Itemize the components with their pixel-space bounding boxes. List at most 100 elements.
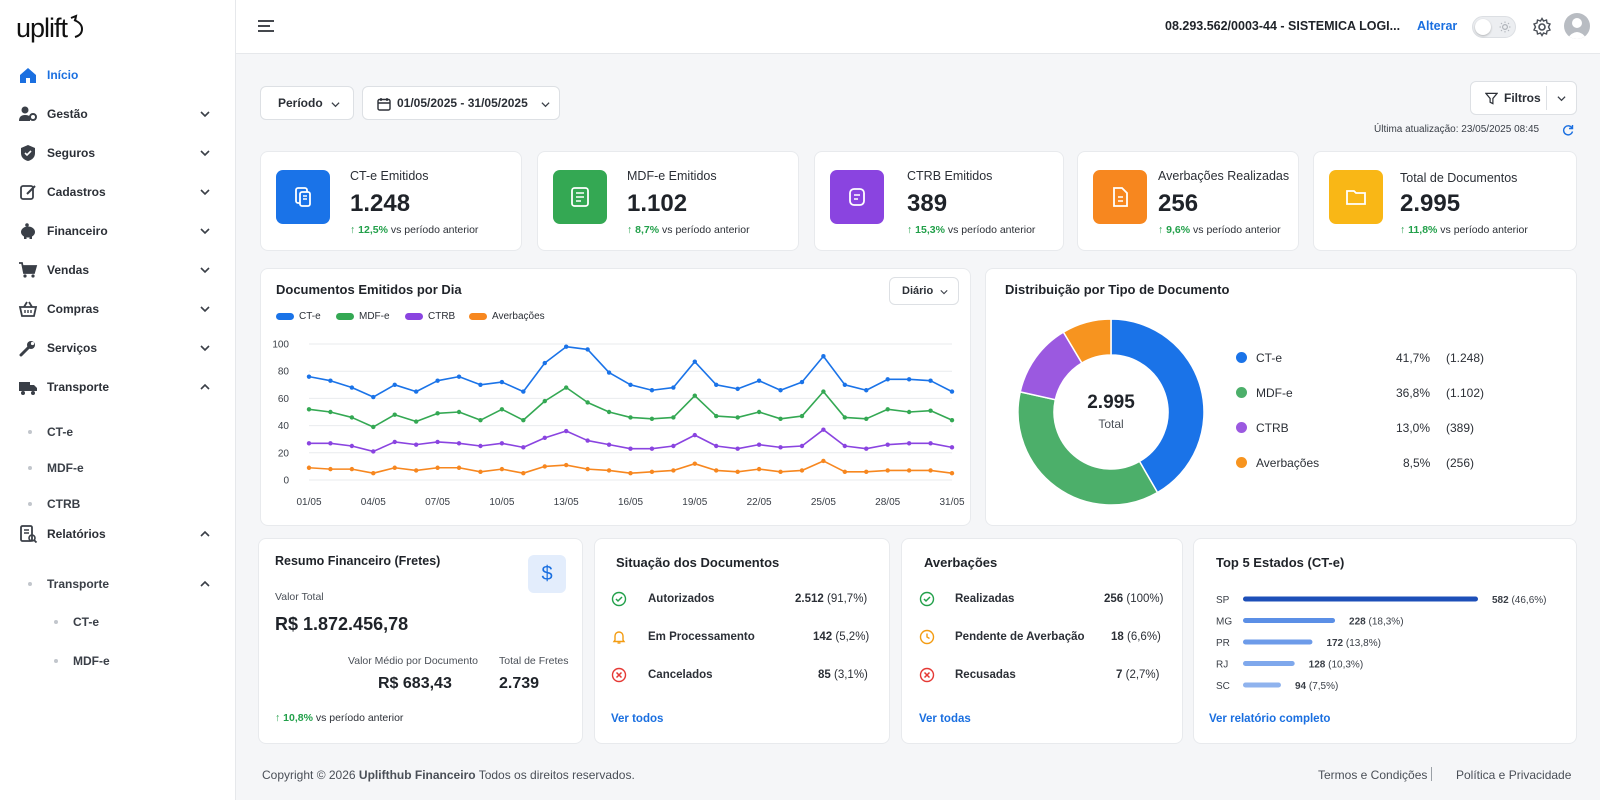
donut-total: 2.995 [1087, 392, 1135, 413]
granularity-select[interactable]: Diário [889, 277, 959, 305]
sidebar-item-vendas[interactable]: Vendas [0, 255, 236, 285]
change-company-link[interactable]: Alterar [1417, 19, 1458, 33]
data-point [692, 393, 697, 398]
data-point [735, 386, 740, 392]
kpi-delta-text: vs período anterior [662, 224, 750, 236]
sidebar-item-inicio[interactable]: Início [0, 60, 236, 90]
kpi-delta-value: 8,7% [635, 224, 660, 236]
distribution-count: (1.248) [1446, 351, 1485, 365]
chevron-down-icon [200, 267, 210, 274]
date-range-picker[interactable]: 01/05/2025 - 31/05/2025 [362, 86, 560, 120]
data-point [499, 379, 505, 385]
data-point [328, 378, 333, 383]
uplift-logo[interactable]: uplift [16, 10, 88, 46]
distribution-pct: 36,8% [1396, 386, 1431, 400]
full-report-link[interactable]: Ver relatório completo [1209, 713, 1331, 725]
top-states-card: Top 5 Estados (CT-e) SP 582 (46,6%) MG 228 … [1193, 538, 1577, 744]
data-point [778, 469, 783, 475]
legend-item-mdfe: MDF-e [336, 311, 390, 322]
data-point [392, 439, 397, 445]
sidebar-item-label: Cadastros [47, 185, 106, 199]
data-point [585, 347, 590, 352]
x-tick-label: 04/05 [361, 497, 386, 508]
data-point [756, 466, 762, 472]
menu-toggle-icon[interactable] [257, 18, 275, 34]
filters-label: Filtros [1504, 91, 1541, 105]
terms-link[interactable]: Termos e Condições [1318, 768, 1428, 782]
sidebar-item-transporte[interactable]: Transporte [0, 372, 236, 402]
data-point [628, 471, 633, 476]
data-point [456, 465, 462, 470]
data-point [778, 416, 783, 421]
data-point [435, 378, 440, 383]
data-point [542, 360, 547, 366]
y-tick-label: 0 [283, 476, 289, 487]
data-point [542, 398, 547, 404]
data-point [456, 441, 462, 446]
gear-icon[interactable] [1532, 17, 1552, 37]
data-point [692, 359, 697, 364]
sidebar-item-cadastros[interactable]: Cadastros [0, 177, 236, 207]
kpi-card-mdfe[interactable]: MDF-e Emitidos 1.102 ↑ 8,7% vs período a… [537, 151, 799, 251]
kpi-card-cte[interactable]: CT-e Emitidos 1.248 ↑ 12,5% vs período a… [260, 151, 522, 251]
sidebar-item-seguros[interactable]: Seguros [0, 138, 236, 168]
y-tick-label: 100 [272, 340, 289, 351]
data-point [842, 415, 848, 420]
total-label: Valor Total [275, 591, 324, 603]
period-select-label: Período [278, 96, 323, 110]
state-bar [1243, 618, 1336, 623]
arrow-up-icon: ↑ [1158, 224, 1167, 236]
data-point [949, 445, 955, 450]
y-tick-label: 40 [278, 421, 290, 432]
averbacoes-title: Averbações [924, 555, 998, 570]
kpi-card-averbacoes[interactable]: Averbações Realizadas 256 ↑ 9,6% vs perí… [1077, 151, 1299, 251]
kpi-card-ctrb[interactable]: CTRB Emitidos 389 ↑ 15,3% vs período ant… [814, 151, 1064, 251]
bullet-dot [54, 620, 58, 624]
data-point [564, 385, 569, 390]
data-point [306, 374, 312, 379]
bar-value-label: 94 (7,5%) [1295, 681, 1338, 692]
data-point [799, 413, 805, 419]
data-point [735, 415, 740, 420]
chevron-down-icon [200, 150, 210, 157]
sidebar-item-financeiro[interactable]: Financeiro [0, 216, 236, 246]
data-point [649, 446, 655, 451]
legend-label: CT-e [299, 311, 321, 322]
theme-toggle[interactable] [1472, 16, 1516, 38]
data-point [413, 468, 419, 473]
period-select[interactable]: Período [260, 86, 354, 120]
legend-dot [1236, 457, 1247, 468]
sidebar-item-compras[interactable]: Compras [0, 294, 236, 324]
donut-slice [1017, 391, 1159, 506]
data-point [521, 417, 526, 423]
refresh-icon[interactable] [1562, 124, 1574, 136]
data-point [349, 415, 355, 420]
view-all-averbacoes-link[interactable]: Ver todas [919, 713, 971, 725]
status-row-label: Em Processamento [648, 631, 755, 643]
data-point [885, 442, 890, 447]
sidebar-subitem-relatorios-transporte[interactable]: Transporte [28, 572, 218, 596]
sidebar-item-gestao[interactable]: Gestão [0, 99, 236, 129]
bell-icon [612, 631, 626, 644]
averbacao-row-value: 18 (6,6%) [1111, 631, 1161, 643]
distribution-row: CT-e 41,7% (1.248) [1236, 349, 1506, 369]
chevron-down-icon [200, 306, 210, 313]
sidebar-item-relatorios[interactable]: Relatórios [0, 519, 236, 549]
sidebar-item-servicos[interactable]: Serviços [0, 333, 236, 363]
data-point [821, 427, 826, 432]
sidebar-item-label: Relatórios [47, 527, 106, 541]
filters-button[interactable]: Filtros [1470, 81, 1577, 115]
privacy-link[interactable]: Política e Privacidade [1456, 768, 1572, 782]
view-all-documents-link[interactable]: Ver todos [611, 713, 664, 725]
avatar[interactable] [1564, 13, 1590, 39]
truck-icon [19, 382, 37, 395]
check-circle-icon [919, 591, 935, 607]
data-point [478, 443, 483, 449]
data-point [906, 441, 912, 446]
sidebar-item-label: Transporte [47, 380, 110, 394]
data-point [542, 464, 547, 469]
data-point [628, 446, 633, 451]
document-icon [295, 187, 311, 207]
kpi-card-total[interactable]: Total de Documentos 2.995 ↑ 11,8% vs per… [1313, 151, 1577, 251]
data-point [349, 443, 355, 449]
